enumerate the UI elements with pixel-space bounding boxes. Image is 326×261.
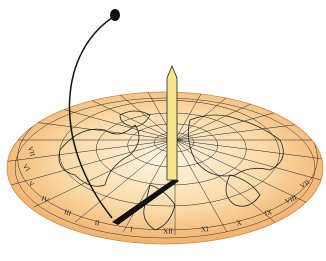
hour-label: XI (201, 225, 210, 234)
hour-label: XII (163, 228, 173, 236)
sundial-illustration: VIIVIVIVIIIIIIXIIXIXIXVIIIVII (0, 0, 326, 261)
dial-plate (7, 92, 323, 244)
gnomon (167, 66, 177, 180)
sun (110, 9, 120, 21)
